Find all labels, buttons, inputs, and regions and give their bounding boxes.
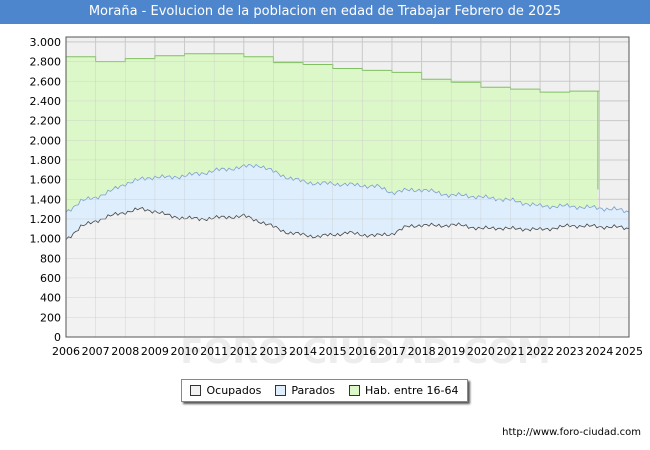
x-tick-label: 2009 bbox=[141, 345, 169, 358]
x-tick-label: 2007 bbox=[82, 345, 110, 358]
y-tick-label: 2.200 bbox=[30, 115, 62, 128]
legend-label-hab: Hab. entre 16-64 bbox=[364, 384, 459, 397]
x-tick-label: 2019 bbox=[437, 345, 465, 358]
x-tick-label: 2012 bbox=[230, 345, 258, 358]
x-tick-label: 2024 bbox=[585, 345, 613, 358]
legend-item-parados: Parados bbox=[275, 384, 335, 397]
x-tick-label: 2008 bbox=[111, 345, 139, 358]
y-tick-label: 800 bbox=[40, 252, 61, 265]
y-tick-label: 0 bbox=[54, 331, 61, 344]
plot-frame bbox=[65, 36, 630, 338]
y-tick-label: 600 bbox=[40, 272, 61, 285]
y-tick-label: 400 bbox=[40, 292, 61, 305]
legend-swatch-hab bbox=[348, 385, 360, 396]
legend-label-ocupados: Ocupados bbox=[206, 384, 262, 397]
y-tick-label: 1.600 bbox=[30, 174, 62, 187]
chart-title: Moraña - Evolucion de la poblacion en ed… bbox=[0, 0, 650, 24]
y-tick-label: 1.400 bbox=[30, 193, 62, 206]
y-tick-label: 2.800 bbox=[30, 56, 62, 69]
legend-item-ocupados: Ocupados bbox=[190, 384, 261, 397]
x-tick-label: 2021 bbox=[496, 345, 524, 358]
y-tick-label: 1.000 bbox=[30, 233, 62, 246]
x-tick-label: 2022 bbox=[526, 345, 554, 358]
y-tick-label: 3.000 bbox=[30, 36, 62, 49]
y-tick-label: 2.400 bbox=[30, 95, 62, 108]
x-tick-label: 2015 bbox=[319, 345, 347, 358]
y-tick-label: 1.200 bbox=[30, 213, 62, 226]
x-tick-label: 2023 bbox=[556, 345, 584, 358]
y-tick-label: 2.600 bbox=[30, 75, 62, 88]
x-tick-label: 2025 bbox=[615, 345, 643, 358]
x-tick-label: 2020 bbox=[467, 345, 495, 358]
x-tick-label: 2017 bbox=[378, 345, 406, 358]
y-tick-label: 1.800 bbox=[30, 154, 62, 167]
x-tick-label: 2006 bbox=[52, 345, 80, 358]
legend-item-hab: Hab. entre 16-64 bbox=[348, 384, 459, 397]
x-tick-label: 2011 bbox=[200, 345, 228, 358]
y-tick-label: 200 bbox=[40, 311, 61, 324]
x-tick-label: 2016 bbox=[348, 345, 376, 358]
y-tick-label: 2.000 bbox=[30, 134, 62, 147]
ocupados-line bbox=[65, 207, 630, 240]
source-link[interactable]: http://www.foro-ciudad.com bbox=[502, 427, 641, 438]
legend: Ocupados Parados Hab. entre 16-64 bbox=[181, 379, 468, 402]
legend-label-parados: Parados bbox=[291, 384, 335, 397]
parados-line bbox=[65, 163, 630, 214]
x-tick-label: 2013 bbox=[259, 345, 287, 358]
x-tick-label: 2018 bbox=[408, 345, 436, 358]
x-tick-label: 2010 bbox=[171, 345, 199, 358]
x-tick-label: 2014 bbox=[289, 345, 317, 358]
legend-swatch-parados bbox=[275, 385, 287, 396]
ocupados-area bbox=[66, 207, 629, 337]
legend-swatch-ocupados bbox=[190, 385, 202, 396]
watermark: FORO-CIUDAD.COM bbox=[180, 332, 551, 372]
